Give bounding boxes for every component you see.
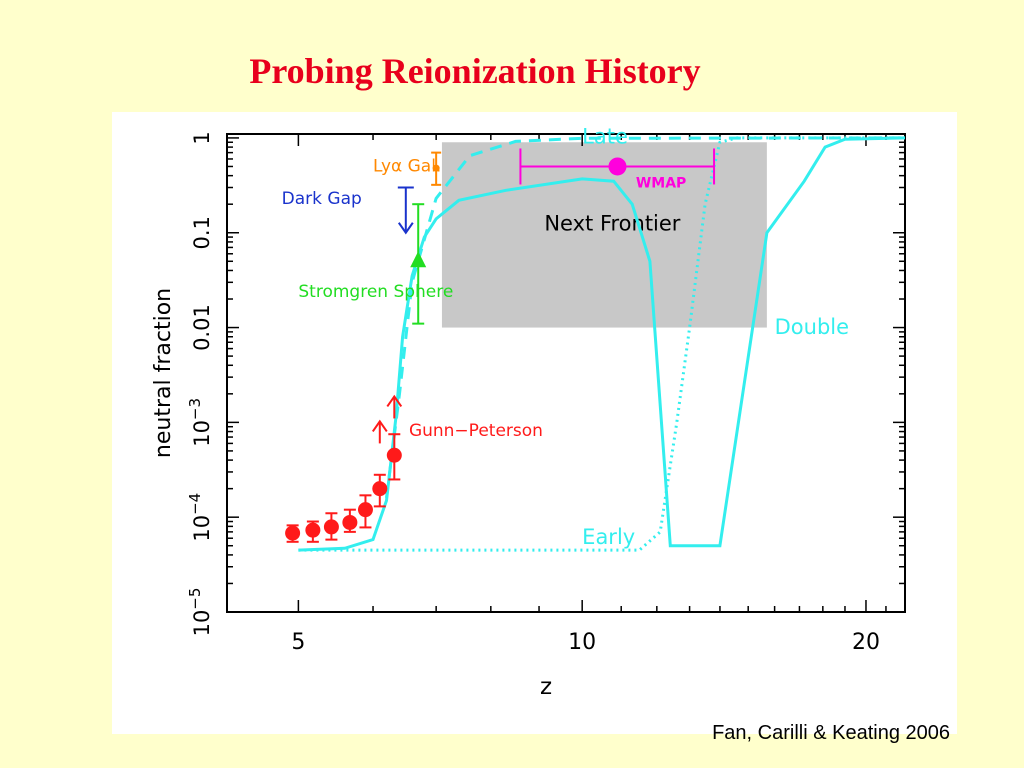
gp-lower-limit-head: [386, 394, 403, 408]
series-late: [385, 136, 905, 498]
plot-frame: [226, 133, 906, 613]
gp-label: Gunn−Peterson: [409, 421, 543, 441]
gp-point: [323, 519, 339, 535]
plot-panel: Next Frontier 5 10 20 10−5 10−4 10−3 0.01 0.1 1 z n…: [112, 112, 957, 734]
series-label-late: Late: [582, 125, 628, 149]
y-tick-text: 10−5: [186, 588, 214, 637]
dark-gap-label: Dark Gap: [282, 189, 362, 209]
y-tick-label: 0.01: [190, 304, 214, 351]
lya-label: Lyα Gal.: [373, 157, 441, 177]
gp-point: [342, 514, 358, 530]
stromgren-label: Stromgren Sphere: [298, 282, 453, 302]
gp-point: [386, 447, 402, 463]
y-tick-label: 10−5: [186, 588, 214, 637]
series-label-early: Early: [582, 525, 635, 549]
y-axis-label: neutral fraction: [151, 288, 176, 458]
y-tick-label: 10−3: [186, 398, 214, 447]
y-tick-label: 10−4: [186, 493, 214, 542]
citation: Fan, Carilli & Keating 2006: [712, 722, 950, 744]
gp-point: [285, 525, 301, 541]
y-tick-text: 1: [190, 131, 214, 144]
gp-point: [357, 502, 373, 518]
y-tick-text: 0.1: [190, 216, 214, 249]
y-tick-text: 0.01: [190, 304, 214, 351]
y-tick-label: 0.1: [190, 216, 214, 249]
y-axis-label-group: neutral fraction: [151, 288, 176, 458]
next-frontier-region: [441, 142, 767, 328]
x-tick-label: 20: [852, 630, 880, 655]
reionization-chart: Next Frontier 5 10 20 10−5 10−4 10−3 0.01 0.1 1 z n…: [151, 125, 906, 700]
stromgren-point: [410, 251, 427, 268]
wmap-label: WMAP: [636, 176, 686, 192]
x-axis-label: z: [540, 674, 552, 700]
y-tick-text: 10−3: [186, 398, 214, 447]
gp-point: [305, 522, 321, 538]
y-tick-text: 10−4: [186, 493, 214, 542]
slide-title: Probing Reionization History: [249, 51, 701, 91]
y-tick-label: 1: [190, 131, 214, 144]
lya-point: [432, 164, 440, 172]
gp-lower-limit-head: [371, 419, 388, 432]
dark-gap-limit-head: [397, 222, 414, 235]
x-tick-label: 5: [291, 630, 305, 655]
next-frontier-label: Next Frontier: [544, 212, 680, 236]
wmap-point: [608, 157, 627, 176]
series-label-double: Double: [775, 315, 849, 339]
gp-point: [372, 481, 388, 497]
x-tick-label: 10: [568, 630, 596, 655]
